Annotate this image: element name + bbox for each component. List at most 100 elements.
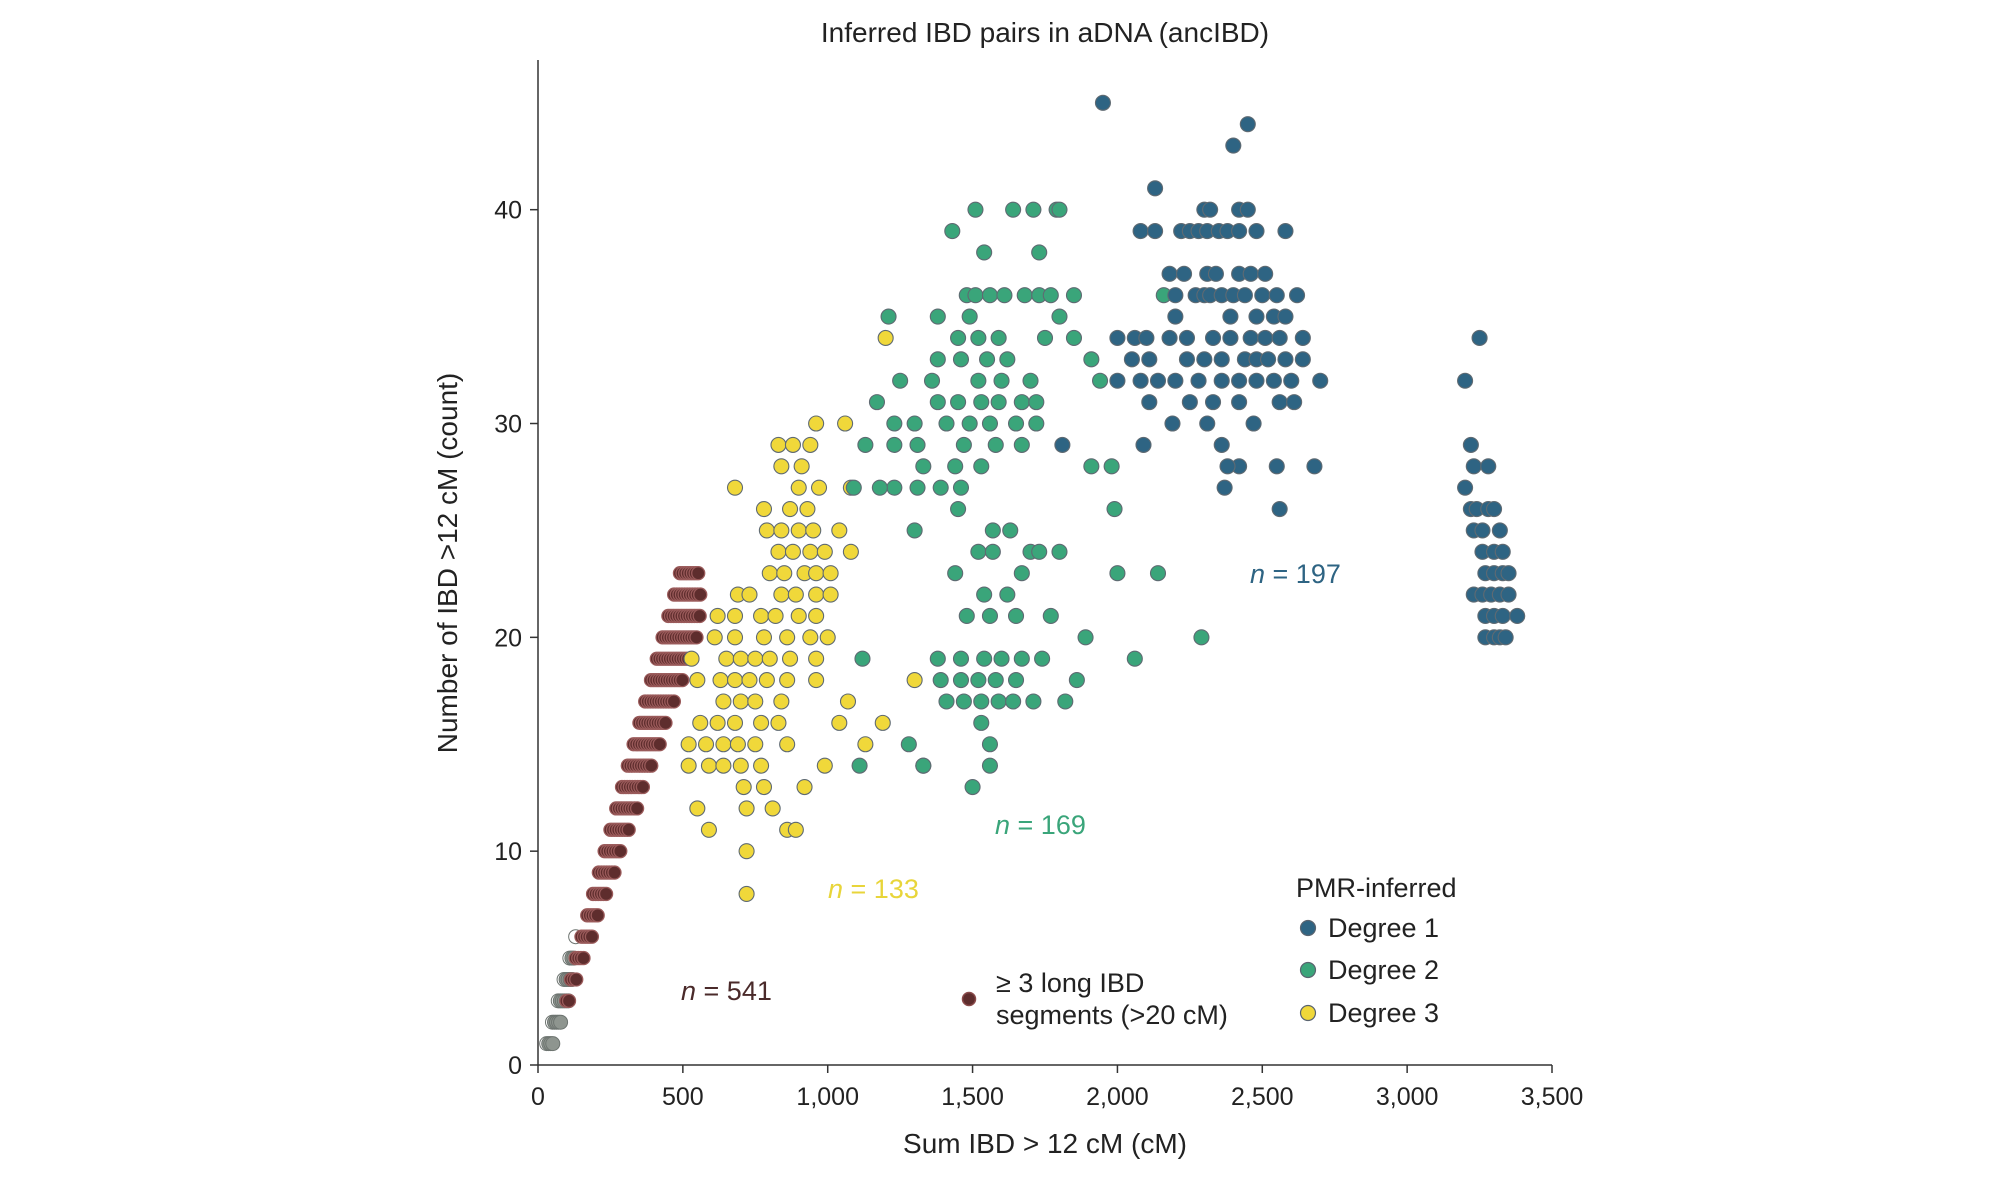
data-point: [929, 650, 946, 667]
data-point: [970, 329, 987, 347]
data-point: [1231, 394, 1248, 411]
data-point: [868, 394, 886, 411]
data-point: [929, 308, 946, 325]
data-point: [816, 757, 833, 774]
data-point: [1213, 436, 1230, 453]
data-point: [808, 672, 825, 689]
long-ibd-point: [689, 630, 704, 645]
long-ibd-note-line-2: segments (>20 cM): [996, 1000, 1228, 1030]
long-ibd-point: [658, 715, 673, 731]
data-point: [1126, 650, 1143, 667]
y-axis-title: Number of IBD >12 cM (count): [432, 373, 463, 753]
n-value: = 541: [696, 976, 772, 1006]
data-point: [1031, 543, 1048, 560]
n-value: = 197: [1265, 559, 1341, 589]
long-ibd-marker: [961, 991, 977, 1007]
data-point: [1231, 372, 1248, 389]
data-point: [1042, 287, 1059, 304]
data-point: [1135, 436, 1152, 453]
data-point: [981, 415, 999, 432]
data-point: [709, 714, 726, 731]
data-point: [1013, 394, 1030, 411]
data-point: [1265, 372, 1282, 389]
data-point: [1294, 351, 1311, 368]
data-point: [976, 586, 993, 603]
legend-label-degree-3: Degree 3: [1328, 998, 1439, 1028]
data-point: [1013, 565, 1030, 582]
x-tick-label: 3,500: [1521, 1083, 1584, 1111]
long-ibd-point: [569, 972, 584, 987]
data-point: [1196, 351, 1213, 368]
long-ibd-point: [576, 950, 591, 966]
x-tick-label: 1,000: [796, 1083, 859, 1111]
data-point: [996, 287, 1013, 304]
data-point: [773, 586, 790, 603]
data-point: [967, 287, 984, 304]
data-point: [680, 736, 697, 753]
y-tick-label: 30: [494, 411, 522, 439]
data-point: [1147, 180, 1164, 197]
data-point: [784, 543, 801, 560]
data-point: [976, 650, 993, 667]
data-point: [900, 736, 917, 753]
y-tick-label: 0: [508, 1052, 522, 1080]
data-point: [961, 415, 978, 432]
data-point: [1500, 586, 1517, 603]
data-point: [857, 436, 874, 453]
data-point: [1225, 137, 1242, 154]
data-point: [1132, 223, 1149, 240]
data-point: [1465, 458, 1482, 475]
data-point: [1167, 287, 1184, 304]
data-point: [1178, 351, 1196, 368]
data-point: [1028, 394, 1045, 411]
n-label-degree-1: n = 197: [1250, 559, 1341, 589]
legend-title: PMR-inferred: [1296, 873, 1457, 903]
data-point: [1176, 265, 1193, 282]
data-point: [886, 436, 903, 453]
data-point: [952, 650, 970, 667]
pair-point: [553, 1014, 569, 1030]
data-point: [961, 308, 978, 325]
n-symbol: n: [1250, 559, 1265, 589]
data-point: [1245, 415, 1262, 432]
data-point: [1034, 650, 1051, 667]
data-point: [747, 693, 764, 710]
data-point: [700, 757, 717, 774]
data-point: [779, 736, 796, 753]
data-point: [984, 522, 1001, 539]
data-point: [773, 693, 790, 710]
long-ibd-point: [635, 779, 651, 795]
data-point: [802, 629, 819, 646]
data-point: [1294, 329, 1311, 347]
data-point: [1312, 372, 1329, 389]
data-point: [1141, 394, 1158, 411]
data-point: [747, 736, 764, 753]
data-point: [808, 607, 825, 625]
data-point: [880, 308, 897, 325]
data-point: [1077, 629, 1094, 646]
long-ibd-note: ≥ 3 long IBD segments (>20 cM): [961, 968, 1228, 1030]
data-point: [1007, 415, 1025, 432]
data-point: [799, 500, 816, 518]
legend-marker-degree-1: [1299, 919, 1317, 937]
data-point: [1222, 329, 1239, 347]
data-point: [726, 672, 744, 689]
data-point: [755, 778, 773, 796]
data-point: [909, 479, 926, 496]
data-point: [1138, 329, 1155, 347]
data-point: [923, 372, 941, 389]
data-point: [839, 693, 857, 710]
y-tick-label: 20: [494, 624, 522, 652]
data-point: [1239, 116, 1256, 133]
data-point: [738, 843, 755, 860]
long-ibd-point: [652, 737, 667, 752]
data-point: [808, 586, 825, 603]
data-point: [732, 650, 749, 667]
long-ibd-point: [607, 865, 622, 880]
data-point: [782, 500, 799, 518]
data-point: [970, 372, 987, 389]
data-point: [1231, 223, 1248, 240]
data-point: [857, 736, 874, 753]
data-point: [1248, 223, 1265, 240]
data-point: [726, 479, 744, 496]
